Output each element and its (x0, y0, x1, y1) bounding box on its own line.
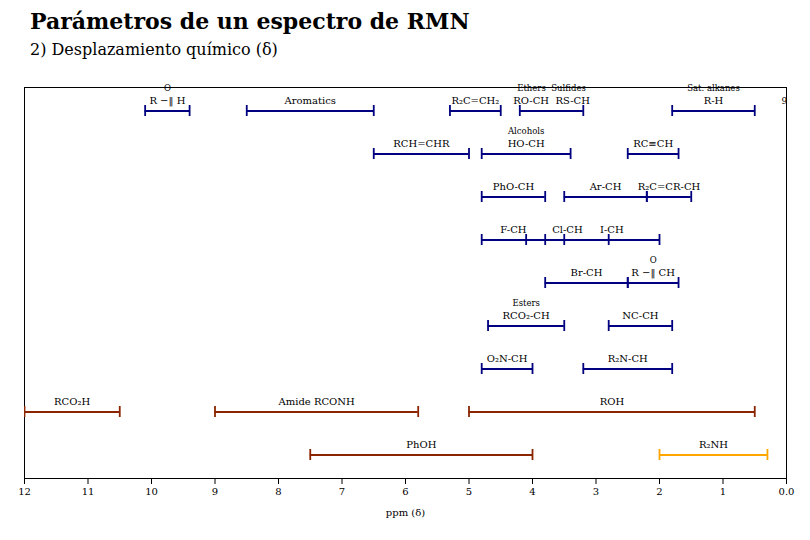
svg-text:RCO₂-CH: RCO₂-CH (503, 310, 550, 321)
svg-text:Amide RCONH: Amide RCONH (277, 396, 355, 407)
html-text:2) Desplazamiento químico (δ): 2) Desplazamiento químico (δ) (30, 40, 278, 59)
svg-text:R₂NH: R₂NH (699, 439, 728, 450)
svg-text:R₂N-CH: R₂N-CH (608, 353, 648, 364)
svg-text:8: 8 (275, 486, 281, 497)
svg-text:O: O (164, 83, 171, 93)
svg-text:0.0: 0.0 (779, 486, 795, 497)
svg-text:4: 4 (529, 486, 535, 497)
svg-text:NC-CH: NC-CH (622, 310, 658, 321)
svg-text:Sat. alkanes: Sat. alkanes (687, 83, 740, 93)
svg-text:R −‖ H: R −‖ H (149, 95, 185, 107)
svg-text:F-CH: F-CH (500, 224, 527, 235)
svg-text:I-CH: I-CH (600, 224, 624, 235)
svg-text:ppm (δ): ppm (δ) (386, 507, 425, 518)
svg-text:O: O (650, 255, 657, 265)
svg-text:10: 10 (145, 486, 158, 497)
svg-text:RCO₂H: RCO₂H (54, 396, 90, 407)
svg-text:2: 2 (656, 486, 662, 497)
svg-text:9: 9 (212, 486, 218, 497)
svg-text:Br-CH: Br-CH (571, 267, 603, 278)
svg-text:5: 5 (466, 486, 472, 497)
svg-text:R −‖ CH: R −‖ CH (631, 267, 675, 279)
svg-text:Aromatics: Aromatics (284, 95, 336, 106)
svg-text:Ar-CH: Ar-CH (589, 181, 622, 192)
svg-text:9: 9 (781, 96, 787, 106)
svg-text:3: 3 (593, 486, 599, 497)
svg-text:RO-CH RS-CH: RO-CH RS-CH (513, 95, 590, 106)
svg-text:O₂N-CH: O₂N-CH (487, 353, 528, 364)
svg-text:1: 1 (720, 486, 726, 497)
svg-text:R-H: R-H (704, 95, 724, 106)
svg-text:RC≡CH: RC≡CH (633, 138, 673, 149)
svg-text:Esters: Esters (512, 298, 539, 308)
svg-text:12: 12 (18, 486, 31, 497)
svg-text:RCH=CHR: RCH=CHR (393, 138, 450, 149)
svg-text:R₂C=CH₂: R₂C=CH₂ (451, 95, 499, 106)
svg-text:Alcohols: Alcohols (507, 126, 544, 136)
svg-text:11: 11 (82, 486, 95, 497)
svg-text:PhO-CH: PhO-CH (493, 181, 535, 192)
svg-text:Ethers Sulfides: Ethers Sulfides (517, 83, 586, 93)
svg-text:ROH: ROH (600, 396, 625, 407)
svg-text:7: 7 (339, 486, 345, 497)
svg-text:HO-CH: HO-CH (508, 138, 545, 149)
svg-text:PhOH: PhOH (406, 439, 436, 450)
svg-text:Cl-CH: Cl-CH (552, 224, 583, 235)
svg-text:6: 6 (402, 486, 408, 497)
svg-text:R₂C=CR-CH: R₂C=CR-CH (638, 181, 701, 192)
html-text:Parámetros de un espectro de R: Parámetros de un espectro de RMN (30, 8, 470, 34)
